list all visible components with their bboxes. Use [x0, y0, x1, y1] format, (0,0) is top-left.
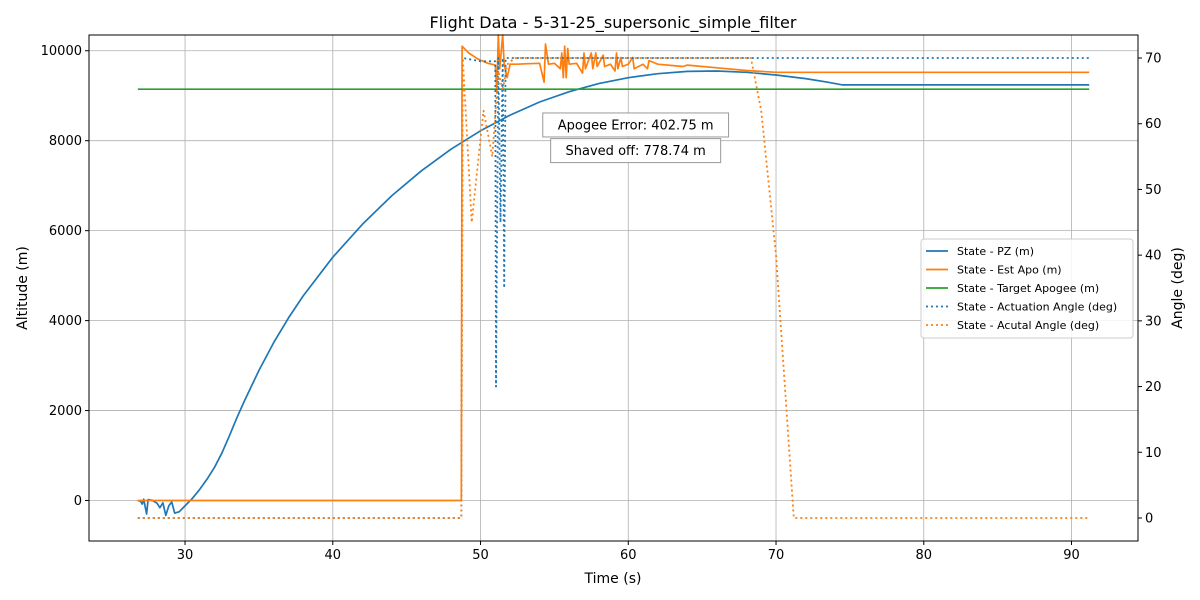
legend-label: State - Acutal Angle (deg) — [957, 319, 1099, 332]
y2-tick-label: 40 — [1145, 249, 1162, 264]
y-axis-label: Altitude (m) — [15, 246, 31, 330]
y-axis-right-ticks: 0 10 20 30 40 50 60 70 — [1138, 52, 1162, 527]
x-tick-label: 40 — [325, 548, 342, 563]
y2-tick-label: 60 — [1145, 117, 1162, 132]
y-tick-label: 0 — [74, 494, 82, 509]
y2-tick-label: 30 — [1145, 314, 1162, 329]
annotation-text: Apogee Error: 402.75 m — [558, 118, 714, 133]
y-tick-label: 2000 — [49, 404, 82, 419]
y-axis-left-ticks: 0 2000 4000 6000 8000 10000 — [41, 44, 89, 509]
legend-label: State - PZ (m) — [957, 245, 1034, 258]
annotation-box — [542, 112, 730, 138]
x-tick-label: 50 — [472, 548, 489, 563]
annotations: Apogee Error: 402.75 m Shaved off: 778.74… — [542, 112, 730, 164]
x-tick-label: 30 — [177, 548, 194, 563]
plot-frame — [88, 34, 1139, 542]
y2-tick-label: 50 — [1145, 183, 1162, 198]
x-tick-label: 70 — [768, 548, 785, 563]
y2-axis-label: Angle (deg) — [1170, 247, 1186, 329]
y2-tick-label: 70 — [1145, 52, 1162, 67]
legend-frame — [920, 238, 1134, 339]
y2-tick-label: 10 — [1145, 446, 1162, 461]
y-tick-label: 8000 — [49, 134, 82, 149]
legend-label: State - Target Apogee (m) — [957, 282, 1099, 295]
x-tick-label: 80 — [915, 548, 932, 563]
y-tick-label: 4000 — [49, 314, 82, 329]
y-tick-label: 10000 — [41, 44, 82, 59]
chart-title: Flight Data - 5-31-25_supersonic_simple_… — [430, 13, 797, 33]
x-tick-label: 60 — [620, 548, 637, 563]
series-line-3 — [137, 57, 1090, 519]
legend-label: State - Actuation Angle (deg) — [957, 301, 1117, 314]
y2-tick-label: 20 — [1145, 380, 1162, 395]
annotation-box — [550, 138, 722, 164]
y-tick-label: 6000 — [49, 224, 82, 239]
x-axis-ticks: 30 40 50 60 70 80 90 — [177, 541, 1080, 563]
x-tick-label: 90 — [1063, 548, 1080, 563]
y2-tick-label: 0 — [1145, 512, 1153, 527]
annotation-text: Shaved off: 778.74 m — [566, 144, 706, 159]
x-axis-label: Time (s) — [584, 571, 642, 587]
legend-label: State - Est Apo (m) — [957, 264, 1062, 277]
legend: State - PZ (m) State - Est Apo (m) State -… — [920, 238, 1134, 339]
series-lines — [137, 34, 1090, 519]
series-line-1 — [137, 34, 1090, 502]
series-line-0 — [137, 70, 1090, 517]
